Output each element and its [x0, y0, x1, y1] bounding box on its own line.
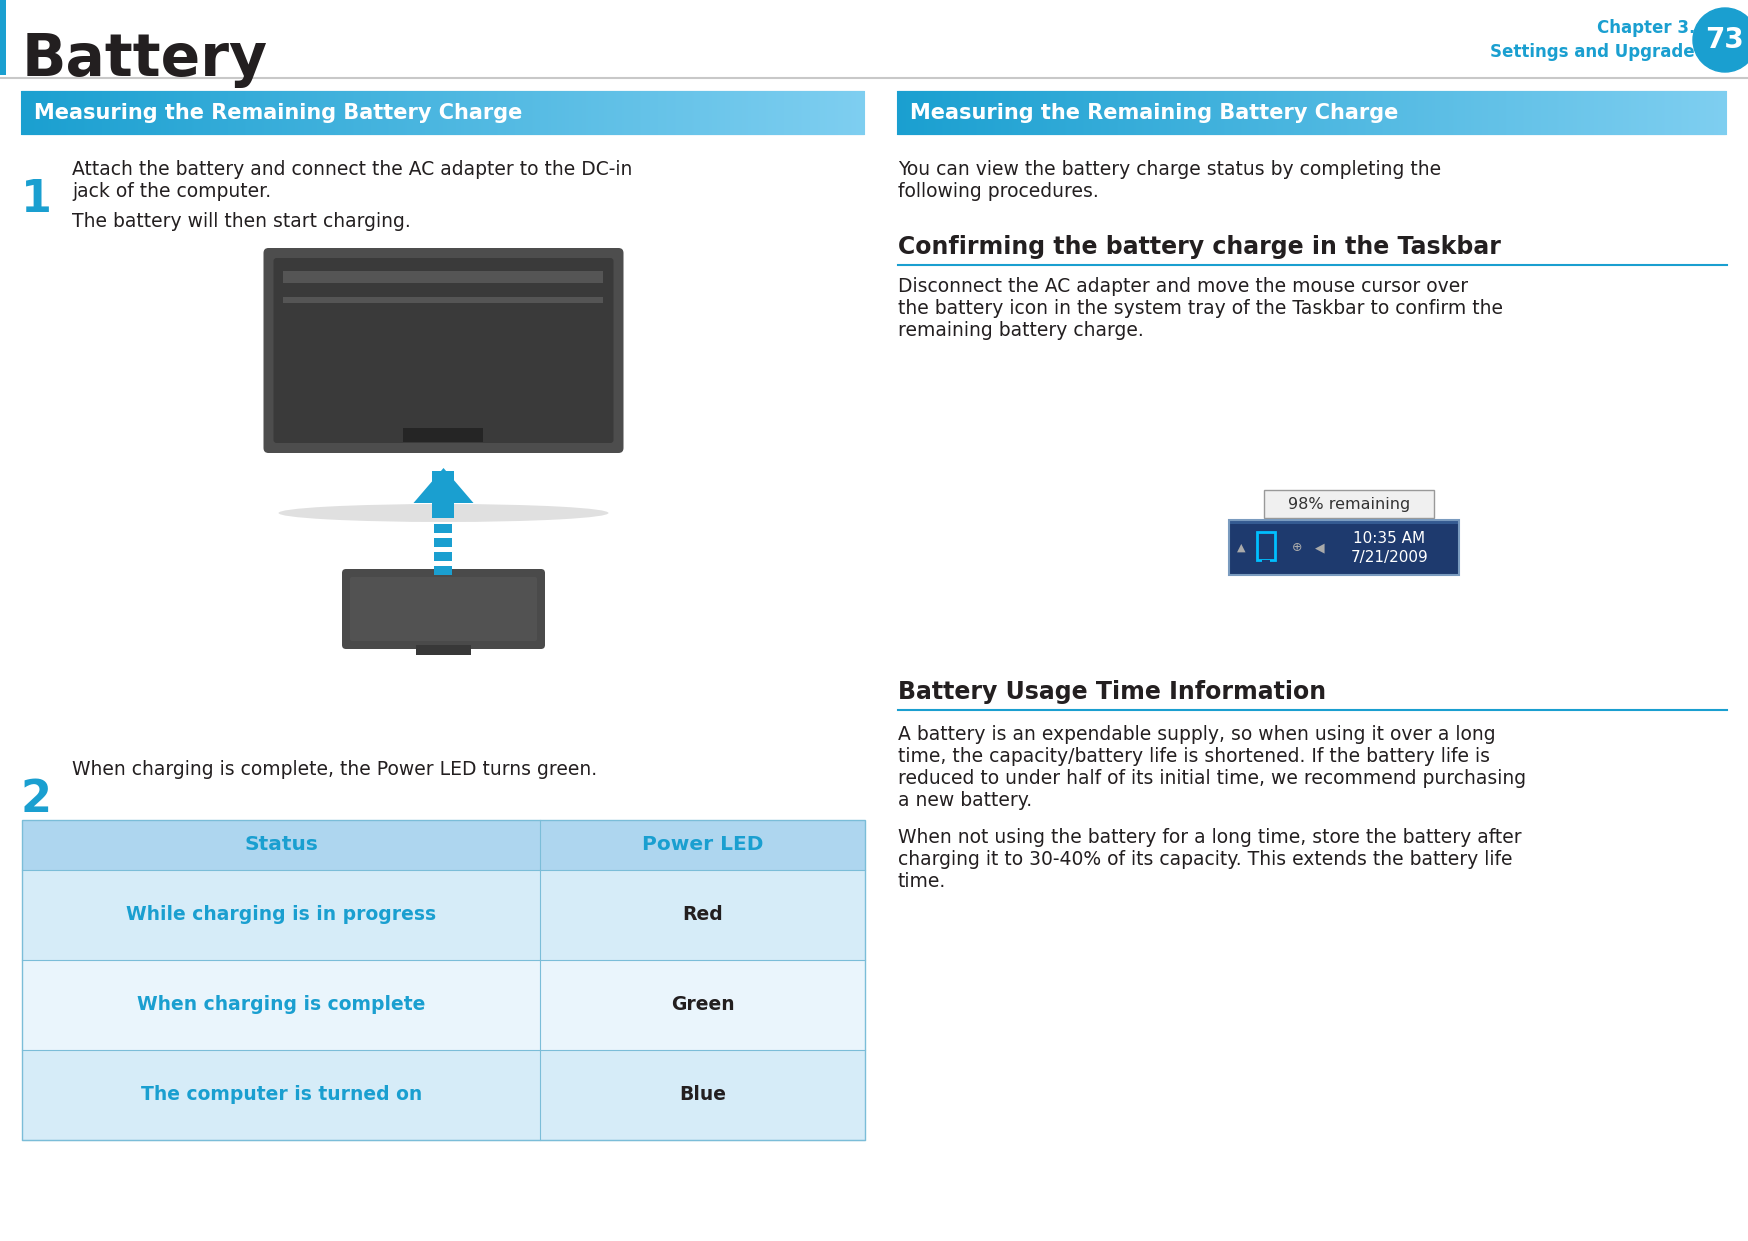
Bar	[1229, 521, 1458, 524]
FancyBboxPatch shape	[343, 570, 545, 649]
Bar	[434, 552, 453, 561]
Text: When charging is complete: When charging is complete	[136, 995, 425, 1014]
Text: 73: 73	[1704, 26, 1743, 55]
Bar	[1257, 532, 1274, 560]
Text: Red: Red	[682, 906, 722, 925]
Text: Disconnect the AC adapter and move the mouse cursor over: Disconnect the AC adapter and move the m…	[897, 277, 1467, 297]
Circle shape	[1692, 7, 1748, 72]
Bar	[283, 271, 603, 283]
Text: Battery: Battery	[23, 31, 267, 88]
Bar	[0, 0, 5, 74]
Text: Status: Status	[245, 835, 318, 855]
Text: Attach the battery and connect the AC adapter to the DC-in: Attach the battery and connect the AC ad…	[72, 160, 633, 179]
Bar	[416, 645, 470, 655]
Bar	[23, 870, 865, 961]
Bar	[23, 820, 865, 870]
Bar	[434, 539, 453, 547]
Text: Settings and Upgrade: Settings and Upgrade	[1489, 43, 1694, 61]
Bar	[1229, 520, 1458, 575]
Bar	[432, 472, 454, 517]
Bar	[269, 448, 619, 453]
FancyBboxPatch shape	[1264, 490, 1433, 517]
Text: Measuring the Remaining Battery Charge: Measuring the Remaining Battery Charge	[33, 103, 523, 123]
Text: ⊕: ⊕	[1292, 541, 1302, 553]
Text: Chapter 3.: Chapter 3.	[1596, 19, 1694, 37]
Text: charging it to 30-40% of its capacity. This extends the battery life: charging it to 30-40% of its capacity. T…	[897, 850, 1512, 869]
Text: The battery will then start charging.: The battery will then start charging.	[72, 212, 411, 231]
Text: 10:35 AM: 10:35 AM	[1353, 531, 1425, 546]
Text: time.: time.	[897, 872, 946, 891]
FancyBboxPatch shape	[264, 248, 622, 453]
Polygon shape	[413, 468, 474, 503]
Bar	[1262, 560, 1269, 563]
Text: the battery icon in the system tray of the Taskbar to confirm the: the battery icon in the system tray of t…	[897, 299, 1502, 318]
FancyBboxPatch shape	[273, 258, 614, 443]
Text: Power LED: Power LED	[642, 835, 762, 855]
Text: The computer is turned on: The computer is turned on	[140, 1086, 421, 1104]
Text: reduced to under half of its initial time, we recommend purchasing: reduced to under half of its initial tim…	[897, 769, 1526, 788]
Text: 1: 1	[21, 177, 51, 221]
Bar	[434, 524, 453, 532]
Text: Blue: Blue	[678, 1086, 725, 1104]
Bar	[23, 1050, 865, 1140]
Text: You can view the battery charge status by completing the: You can view the battery charge status b…	[897, 160, 1440, 179]
Bar	[434, 566, 453, 575]
Text: jack of the computer.: jack of the computer.	[72, 182, 271, 201]
Text: Confirming the battery charge in the Taskbar: Confirming the battery charge in the Tas…	[897, 235, 1500, 259]
FancyBboxPatch shape	[350, 577, 537, 642]
Text: 2: 2	[21, 778, 51, 822]
Text: Measuring the Remaining Battery Charge: Measuring the Remaining Battery Charge	[909, 103, 1398, 123]
Text: When charging is complete, the Power LED turns green.: When charging is complete, the Power LED…	[72, 759, 596, 779]
Bar	[283, 297, 603, 303]
Text: following procedures.: following procedures.	[897, 182, 1098, 201]
Text: 7/21/2009: 7/21/2009	[1349, 550, 1428, 565]
Bar	[23, 961, 865, 1050]
Text: A battery is an expendable supply, so when using it over a long: A battery is an expendable supply, so wh…	[897, 725, 1495, 745]
Bar	[404, 428, 482, 442]
Text: ▲: ▲	[1236, 542, 1245, 552]
Text: time, the capacity/battery life is shortened. If the battery life is: time, the capacity/battery life is short…	[897, 747, 1489, 766]
Text: a new battery.: a new battery.	[897, 791, 1031, 810]
Text: While charging is in progress: While charging is in progress	[126, 906, 435, 925]
Bar	[23, 820, 865, 1140]
Text: 98% remaining: 98% remaining	[1288, 496, 1409, 511]
Text: Green: Green	[671, 995, 734, 1014]
Bar	[1229, 520, 1458, 575]
Text: ◀: ◀	[1314, 541, 1323, 553]
Text: When not using the battery for a long time, store the battery after: When not using the battery for a long ti…	[897, 828, 1521, 848]
Ellipse shape	[278, 504, 608, 522]
Text: remaining battery charge.: remaining battery charge.	[897, 321, 1143, 340]
Text: Battery Usage Time Information: Battery Usage Time Information	[897, 680, 1325, 704]
